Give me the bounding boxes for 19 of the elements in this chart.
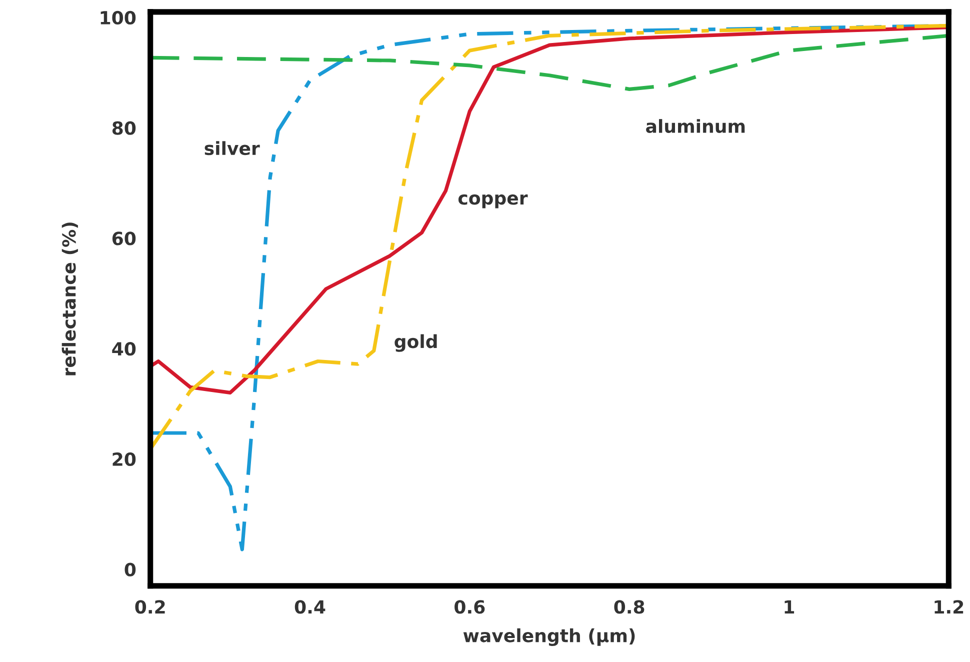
x-tick-label: 0.8 — [614, 600, 644, 614]
series-label: gold — [394, 334, 437, 352]
x-tick-label: 1.2 — [934, 600, 964, 614]
line-series — [150, 34, 949, 91]
series-label: copper — [458, 194, 528, 208]
y-tick-label: 0 — [124, 562, 136, 576]
y-tick-label: 100 — [100, 10, 136, 25]
x-tick-label: 0.6 — [454, 600, 485, 614]
x-axis-title: wavelength (µm) — [463, 628, 635, 646]
y-tick-label: 80 — [112, 121, 136, 135]
y-axis-title: reflectance (%) — [62, 222, 78, 376]
x-tick-label: 1 — [784, 600, 794, 614]
y-tick-label: 60 — [112, 232, 136, 246]
series-label: aluminum — [646, 119, 745, 134]
x-tick-label: 0.2 — [135, 600, 165, 614]
y-tick-label: 40 — [112, 342, 136, 356]
y-tick-label: 20 — [112, 452, 136, 466]
x-tick-label: 0.4 — [294, 600, 326, 614]
series-label: silver — [204, 141, 260, 156]
